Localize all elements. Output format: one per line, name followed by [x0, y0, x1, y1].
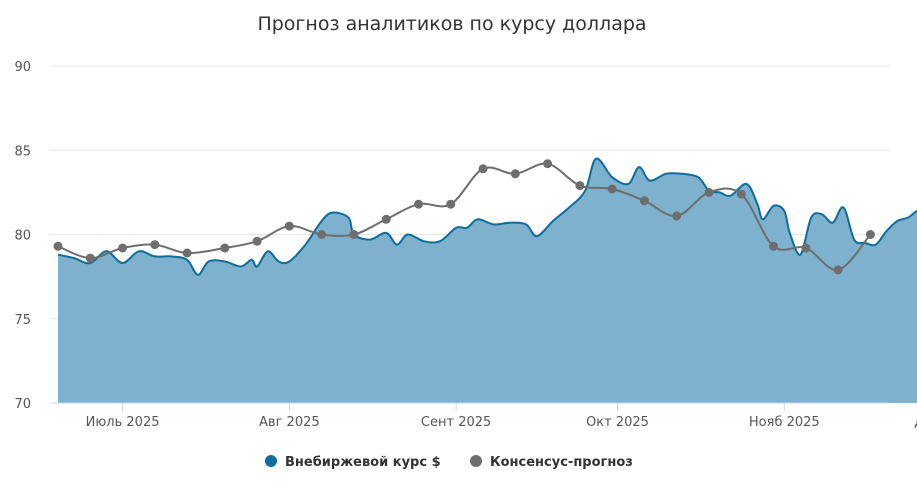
consensus-point-21[interactable]: [736, 189, 746, 199]
x-tick-label: Окт 2025: [586, 415, 649, 430]
legend-label-consensus: Консенсус-прогноз: [490, 455, 633, 470]
area-series[interactable]: [57, 157, 917, 403]
consensus-point-6[interactable]: [252, 236, 262, 246]
y-tick-label: 70: [14, 397, 31, 412]
consensus-point-23[interactable]: [801, 243, 811, 253]
x-tick-label: Авг 2025: [259, 415, 320, 430]
consensus-point-18[interactable]: [639, 196, 649, 206]
consensus-point-5[interactable]: [220, 243, 230, 253]
chart-title: Прогноз аналитиков по курсу доллара: [257, 13, 646, 35]
rate-area-fill: [58, 158, 917, 403]
x-tick-label: Июль 2025: [86, 415, 160, 430]
axes: 70 75 80 85 90 Июль 2025 Авг 2025 Сент 2025 Окт …: [14, 60, 917, 430]
y-tick-label: 80: [14, 229, 31, 244]
y-tick-label: 75: [14, 313, 31, 328]
consensus-point-19[interactable]: [672, 211, 682, 221]
legend[interactable]: Внебиржевой курс $ Консенсус-прогноз: [265, 455, 633, 470]
x-tick-label: Дек 2025: [914, 415, 917, 430]
consensus-point-13[interactable]: [478, 164, 488, 174]
consensus-point-25[interactable]: [865, 230, 875, 239]
consensus-point-0[interactable]: [53, 241, 63, 251]
consensus-point-15[interactable]: [543, 159, 553, 169]
consensus-point-9[interactable]: [349, 230, 359, 239]
consensus-point-7[interactable]: [284, 221, 294, 231]
legend-label-rate: Внебиржевой курс $: [285, 455, 441, 470]
consensus-point-14[interactable]: [510, 169, 520, 179]
consensus-point-1[interactable]: [85, 253, 95, 263]
consensus-point-24[interactable]: [833, 265, 843, 275]
consensus-series[interactable]: [53, 159, 875, 275]
consensus-point-12[interactable]: [446, 199, 456, 209]
legend-item-rate[interactable]: Внебиржевой курс $: [265, 455, 441, 470]
rate-line[interactable]: [57, 157, 917, 300]
y-tick-label: 85: [14, 144, 31, 159]
legend-marker-rate: [265, 455, 277, 467]
consensus-point-8[interactable]: [317, 230, 327, 239]
consensus-point-11[interactable]: [414, 199, 423, 209]
y-tick-label: 90: [14, 60, 31, 75]
x-tick-label: Сент 2025: [421, 415, 491, 430]
consensus-point-17[interactable]: [607, 184, 617, 194]
legend-marker-consensus: [470, 455, 482, 467]
consensus-point-20[interactable]: [704, 187, 714, 197]
consensus-point-4[interactable]: [182, 248, 192, 258]
consensus-point-22[interactable]: [769, 241, 778, 251]
consensus-point-2[interactable]: [118, 243, 128, 253]
consensus-point-3[interactable]: [150, 240, 160, 250]
consensus-point-10[interactable]: [381, 214, 391, 224]
consensus-point-16[interactable]: [575, 181, 585, 191]
x-tick-label: Нояб 2025: [749, 415, 820, 430]
legend-item-consensus[interactable]: Консенсус-прогноз: [470, 455, 633, 470]
